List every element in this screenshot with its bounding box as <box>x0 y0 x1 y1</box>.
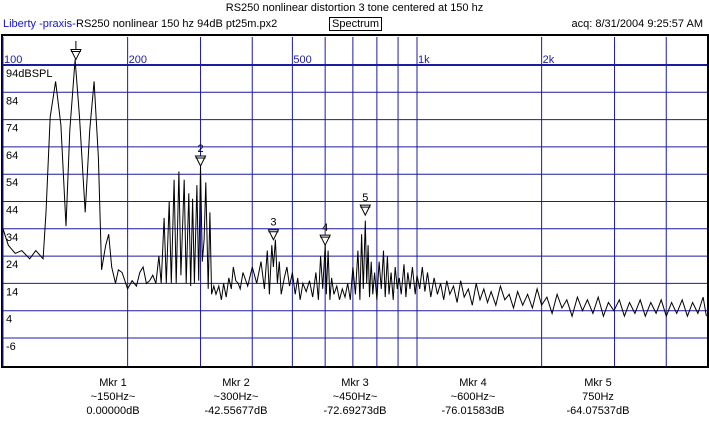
marker-readout-2: Mkr 2 ~300Hz~ -42.55677dB <box>176 376 296 418</box>
marker-freq: ~300Hz~ <box>213 391 259 403</box>
marker-readout-4: Mkr 4 ~600Hz~ -76.01583dB <box>413 376 533 418</box>
chart-title: RS250 nonlinear distortion 3 tone center… <box>225 2 484 14</box>
spectrum-trace <box>2 59 707 318</box>
marker-value: -42.55677dB <box>204 405 268 417</box>
y-tick-label: 64 <box>6 150 18 162</box>
marker-5-label: 5 <box>362 192 368 204</box>
y-tick-label: 54 <box>6 177 18 189</box>
x-tick-label: 1k <box>418 54 430 66</box>
marker-freq: ~450Hz~ <box>332 391 378 403</box>
y-tick-label: 94dBSPL <box>6 68 52 80</box>
marker-name: Mkr 1 <box>99 377 127 389</box>
marker-value: -72.69273dB <box>323 405 387 417</box>
marker-value: 0.00000dB <box>86 405 140 417</box>
mode-button[interactable]: Spectrum <box>329 17 383 31</box>
y-tick-label: 84 <box>6 95 18 107</box>
x-tick-label: 2k <box>543 54 555 66</box>
x-tick-label: 200 <box>129 54 147 66</box>
acquisition-timestamp: acq: 8/31/2004 9:25:57 AM <box>571 18 704 30</box>
marker-3-label: 3 <box>270 217 276 229</box>
file-name: RS250 nonlinear 150 hz 94dB pt25m.px2 <box>76 18 278 30</box>
x-tick-label: 500 <box>293 54 311 66</box>
marker-4-label: 4 <box>322 222 328 234</box>
marker-name: Mkr 3 <box>341 377 369 389</box>
marker-name: Mkr 5 <box>584 377 612 389</box>
marker-4-triangle-icon[interactable] <box>319 234 331 247</box>
marker-readout-5: Mkr 5 750Hz -64.07537dB <box>538 376 658 418</box>
marker-value: -64.07537dB <box>566 405 630 417</box>
y-tick-label: 74 <box>6 123 18 135</box>
marker-readout-1: Mkr 1 ~150Hz~ 0.00000dB <box>53 376 173 418</box>
marker-freq: ~150Hz~ <box>90 391 136 403</box>
marker-2-triangle-icon[interactable] <box>194 155 207 168</box>
y-tick-label: 44 <box>6 205 18 217</box>
y-tick-label: 34 <box>6 232 18 244</box>
y-tick-label: 4 <box>6 314 12 326</box>
y-tick-label: 24 <box>6 259 18 271</box>
marker-5-triangle-icon[interactable] <box>359 204 372 217</box>
marker-readout-3: Mkr 3 ~450Hz~ -72.69273dB <box>295 376 415 418</box>
brand-label: Liberty -praxis- <box>3 18 76 30</box>
marker-3-triangle-icon[interactable] <box>267 229 280 241</box>
marker-2-label: 2 <box>198 143 204 155</box>
marker-freq: 750Hz <box>582 391 614 403</box>
marker-name: Mkr 4 <box>459 377 487 389</box>
marker-freq: ~600Hz~ <box>450 391 496 403</box>
x-tick-label: 100 <box>4 54 22 66</box>
marker-value: -76.01583dB <box>441 405 505 417</box>
y-tick-label: 14 <box>6 286 18 298</box>
y-tick-label: -6 <box>6 341 16 353</box>
marker-name: Mkr 2 <box>222 377 250 389</box>
